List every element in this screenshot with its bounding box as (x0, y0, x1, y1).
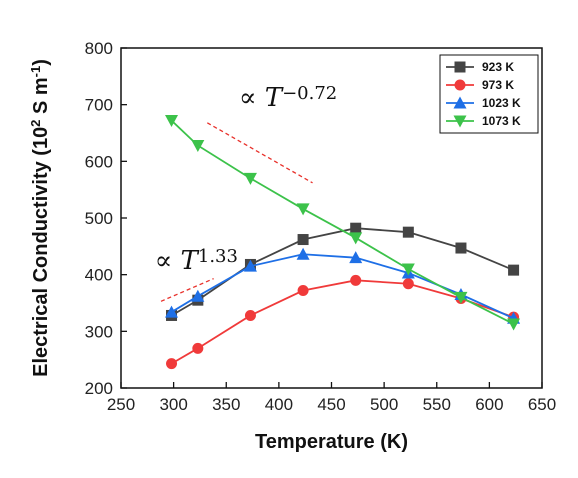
legend-label: 923 K (482, 60, 514, 74)
annotation-exponent: 1.33 (198, 246, 238, 267)
data-point (165, 305, 179, 318)
data-point (296, 247, 310, 260)
data-point (350, 274, 362, 286)
data-point (165, 115, 179, 128)
annotations-layer: ∝ T1.33∝ T−0.72 (155, 83, 337, 302)
x-tick-label: 500 (370, 395, 398, 414)
data-point (455, 242, 467, 254)
legend-label: 973 K (482, 78, 514, 92)
data-point (349, 251, 363, 264)
y-tick-label: 700 (85, 96, 113, 115)
y-tick-label: 500 (85, 209, 113, 228)
data-point (402, 278, 414, 290)
y-tick-label: 600 (85, 152, 113, 171)
series-line (170, 119, 514, 325)
data-point (192, 342, 204, 354)
legend-marker (453, 115, 467, 128)
data-point (243, 172, 257, 185)
legend-label: 1023 K (482, 96, 521, 110)
x-tick-label: 450 (317, 395, 345, 414)
y-axis-title-mid: S m (30, 77, 52, 119)
series-line (171, 279, 514, 365)
x-tick-label: 300 (159, 395, 187, 414)
annotation-label: ∝ T−0.72 (239, 83, 337, 113)
y-tick-label: 800 (85, 39, 113, 58)
series-973k (166, 274, 520, 370)
data-point (191, 139, 205, 152)
series-layer (165, 115, 521, 370)
legend-item: 1023 K (446, 96, 521, 110)
data-point (401, 263, 415, 276)
axes: 250 300 350 400 450 500 550 600 650 200 300 400 500 6… (85, 39, 557, 414)
data-point (507, 318, 521, 331)
data-point (296, 203, 310, 216)
y-axis-title-sup-1: 2 (28, 120, 43, 127)
data-point (297, 285, 309, 297)
y-tick-label: 400 (85, 266, 113, 285)
legend-marker (453, 96, 467, 109)
y-axis-title-end: ) (30, 59, 52, 66)
data-point (454, 291, 468, 304)
data-point (402, 226, 414, 238)
x-tick-label: 350 (212, 395, 240, 414)
series-line (171, 227, 514, 317)
series-1073k (165, 115, 521, 331)
data-point (166, 358, 178, 370)
annotation-base: ∝ T (239, 83, 284, 113)
series-923k (166, 222, 520, 321)
legend-item: 923 K (446, 60, 514, 74)
annotation-label: ∝ T1.33 (155, 246, 238, 276)
data-point (244, 309, 256, 321)
series-line (171, 253, 514, 320)
legend-marker (454, 61, 466, 73)
y-tick-label: 200 (85, 379, 113, 398)
x-tick-label: 600 (475, 395, 503, 414)
annotation-2: ∝ T−0.72 (206, 83, 337, 184)
y-tick-label: 300 (85, 322, 113, 341)
y-axis-title: Electrical Conductivity (102 S m-1) (28, 59, 53, 377)
y-axis-title-start: Electrical Conductivity (10 (30, 127, 52, 377)
annotation-exponent: −0.72 (282, 83, 337, 104)
trend-line (160, 278, 214, 302)
data-point (191, 289, 205, 302)
legend: 923 K 973 K 1023 K 1073 K (439, 54, 539, 134)
trend-line (206, 122, 313, 184)
legend-item: 973 K (446, 78, 514, 92)
data-point (508, 264, 520, 276)
x-tick-label: 400 (265, 395, 293, 414)
y-axis-title-sup-2: -1 (28, 66, 43, 78)
legend-label: 1073 K (482, 114, 521, 128)
x-tick-label: 650 (528, 395, 556, 414)
data-point (350, 222, 362, 234)
annotation-base: ∝ T (155, 246, 200, 276)
data-point (297, 234, 309, 246)
annotation-1: ∝ T1.33 (155, 246, 238, 302)
data-point (349, 232, 363, 245)
x-axis-title: Temperature (K) (255, 431, 408, 453)
data-point (243, 259, 257, 272)
x-tick-label: 550 (423, 395, 451, 414)
x-tick-label: 250 (107, 395, 135, 414)
legend-item: 1073 K (446, 114, 521, 128)
legend-marker (454, 79, 466, 91)
